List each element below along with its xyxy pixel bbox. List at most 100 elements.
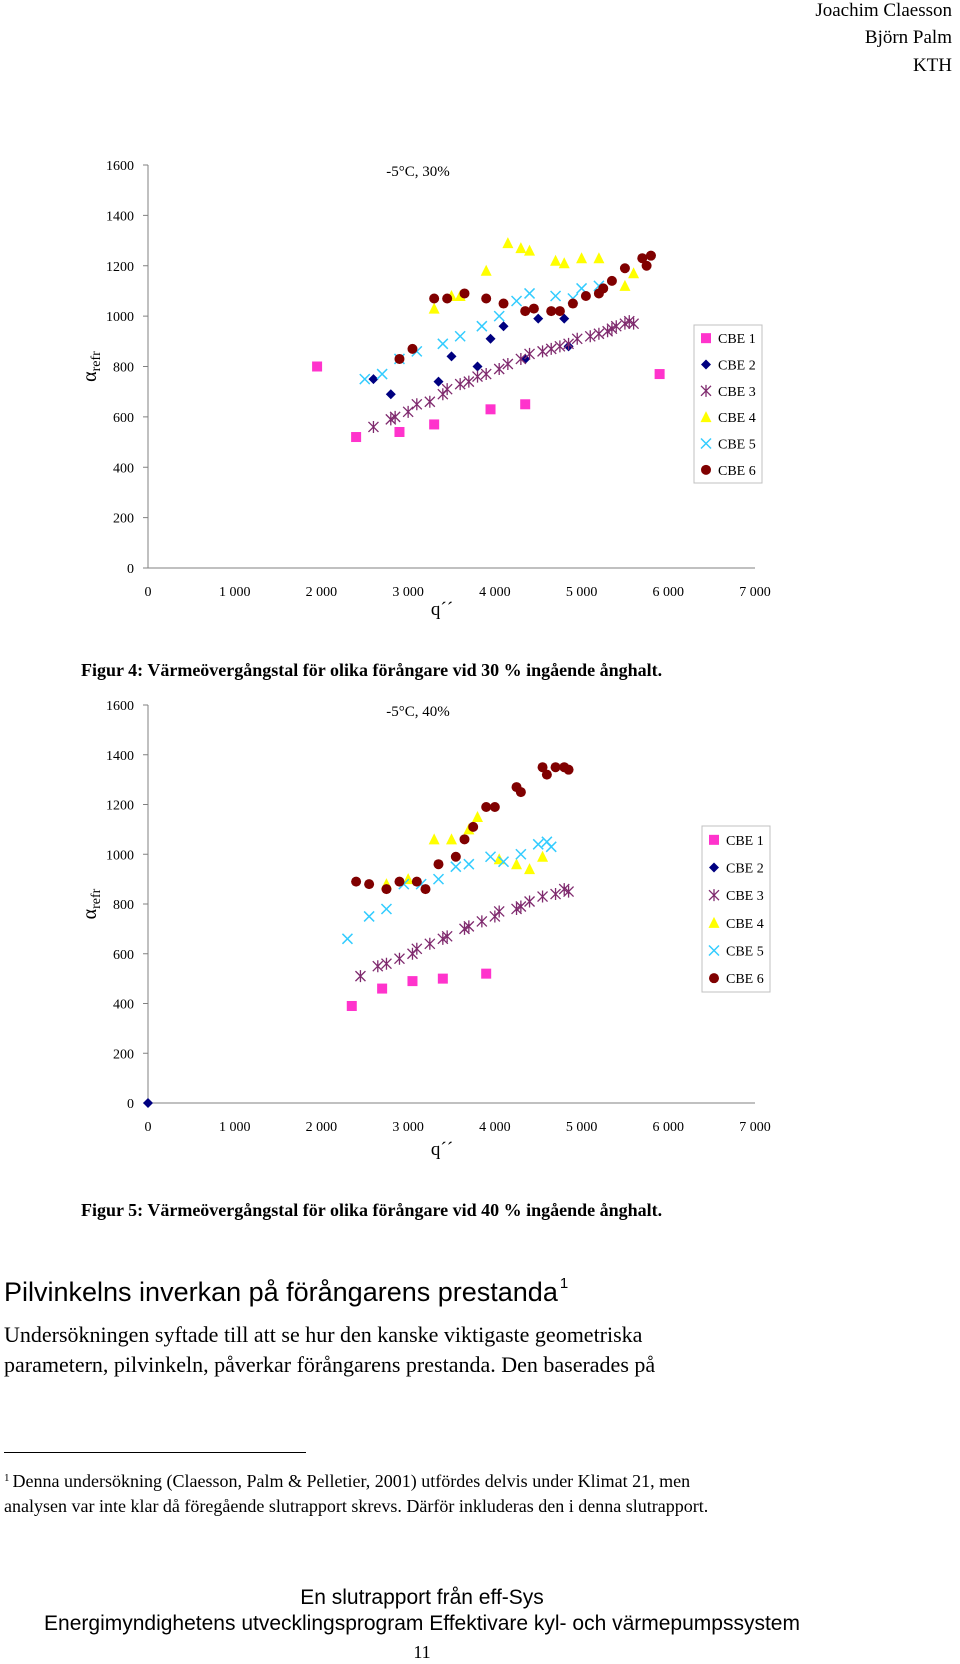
legend-marker [708, 916, 720, 928]
series-cbe-5 [341, 836, 557, 945]
data-point [394, 876, 405, 887]
data-point [497, 856, 510, 868]
data-point [545, 841, 557, 853]
legend-marker [708, 944, 720, 957]
y-tick-label: 200 [113, 512, 134, 527]
series-cbe-3 [354, 883, 575, 983]
legend-marker [701, 464, 711, 475]
data-point [481, 801, 492, 812]
legend-label: CBE 3 [718, 385, 756, 400]
data-point [385, 389, 396, 400]
x-axis-label: q´´ [431, 599, 453, 620]
series-cbe-5 [359, 280, 605, 385]
data-point [341, 933, 353, 945]
data-point [484, 851, 497, 863]
x-tick-label: 1 000 [219, 585, 251, 600]
data-point [559, 313, 570, 324]
data-point [411, 398, 423, 411]
data-point [528, 303, 539, 314]
series-cbe-6 [351, 762, 574, 895]
data-point [502, 237, 514, 249]
series-cbe-1 [312, 361, 665, 443]
data-point [541, 769, 552, 780]
data-point [394, 426, 405, 437]
x-tick-label: 2 000 [306, 1120, 338, 1135]
data-point [537, 890, 549, 903]
y-tick-label: 400 [113, 461, 134, 476]
data-point [520, 399, 531, 410]
data-point [550, 290, 562, 302]
data-point [407, 343, 418, 354]
series-cbe-2 [368, 313, 574, 400]
legend-label: CBE 1 [718, 332, 756, 347]
legend-label: CBE 6 [726, 972, 764, 987]
series-cbe-6 [394, 250, 656, 364]
data-point [498, 321, 509, 332]
data-point [367, 420, 379, 433]
data-point [143, 1098, 153, 1108]
data-point [493, 905, 505, 918]
data-point [368, 374, 379, 385]
x-tick-label: 3 000 [392, 585, 424, 600]
data-point [454, 378, 466, 391]
data-point [351, 432, 362, 443]
page-number: 11 [413, 1642, 431, 1662]
data-point [402, 873, 414, 885]
data-point [394, 952, 405, 965]
data-point [472, 810, 484, 822]
figure-4-chart: 0 200 400 600 800 1000 1200 1400 1600 0 1 000 2 000… [79, 159, 771, 620]
data-point [429, 293, 440, 304]
data-point [481, 293, 492, 304]
data-point [407, 976, 418, 987]
section-body: Undersökningen syftade till att se hur d… [4, 1320, 944, 1380]
y-tick-label: 1600 [106, 699, 134, 714]
footnote-rule [4, 1452, 306, 1453]
data-point [442, 293, 453, 304]
data-point [515, 900, 527, 913]
data-point [571, 332, 583, 345]
data-point [628, 267, 640, 279]
data-point [619, 279, 631, 291]
y-tick-label: 0 [127, 1097, 134, 1112]
x-tick-label: 2 000 [306, 585, 338, 600]
data-point [463, 375, 475, 388]
data-point [550, 254, 562, 266]
data-point [480, 264, 492, 276]
data-point [485, 333, 496, 344]
data-point [493, 363, 505, 376]
data-point [493, 310, 505, 322]
header-author-2: Björn Palm [864, 27, 952, 48]
data-point [420, 884, 431, 895]
data-point [545, 342, 557, 355]
data-point [606, 275, 617, 286]
x-tick-label: 7 000 [739, 1120, 771, 1135]
data-point [381, 884, 392, 895]
y-tick-label: 1000 [106, 848, 134, 863]
data-point [637, 253, 648, 264]
legend-marker [708, 889, 720, 902]
data-point [363, 910, 375, 922]
data-point [515, 242, 527, 254]
legend-label: CBE 1 [726, 834, 764, 849]
section-title-text: Pilvinkelns inverkan på förångarens pres… [4, 1277, 558, 1307]
data-point [429, 419, 440, 430]
y-axis-label: αrefr [79, 888, 104, 919]
data-point [380, 903, 392, 915]
data-point [524, 863, 536, 875]
data-point [364, 879, 375, 890]
data-point [533, 313, 544, 324]
footnote-line-2: analysen var inte klar då föregående slu… [4, 1496, 709, 1516]
data-point [441, 383, 453, 396]
legend-marker [701, 359, 711, 370]
data-point [446, 351, 457, 362]
data-point [450, 851, 461, 862]
legend-marker [701, 333, 711, 344]
legend-marker [700, 411, 712, 423]
y-tick-label: 1600 [106, 159, 134, 174]
section-title: Pilvinkelns inverkan på förångarens pres… [4, 1275, 568, 1308]
data-point [563, 337, 575, 350]
data-point [537, 345, 549, 358]
legend-label: CBE 5 [718, 438, 756, 453]
y-tick-label: 200 [113, 1047, 134, 1062]
data-point [515, 848, 527, 860]
